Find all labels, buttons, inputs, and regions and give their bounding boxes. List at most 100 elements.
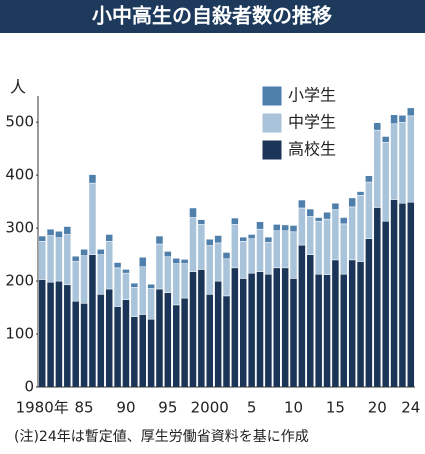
bar-segment — [80, 249, 88, 256]
bar-segment — [298, 199, 306, 209]
bar-segment — [298, 207, 306, 246]
bar-segment — [222, 258, 231, 297]
bar-segment — [138, 314, 147, 388]
y-tick-label: 300 — [5, 219, 34, 237]
bar-segment — [105, 241, 113, 290]
bar-segment — [407, 201, 415, 388]
bar-segment — [147, 288, 155, 320]
bar-segment — [197, 219, 206, 225]
bar-segment — [164, 292, 172, 388]
bar-segment — [46, 228, 55, 236]
bar-segment — [340, 217, 348, 225]
bar-segment — [97, 249, 105, 255]
bar-segment — [373, 129, 382, 208]
chart-title: 小中高生の自殺者数の推移 — [92, 4, 332, 28]
bar-segment — [205, 294, 214, 388]
bar-segment — [323, 218, 331, 275]
bar-segment — [365, 238, 373, 388]
bar-segment — [298, 244, 306, 388]
bar-segment — [272, 267, 281, 388]
bar-segment — [306, 216, 315, 255]
bar-segment — [264, 236, 273, 243]
bar-segment — [289, 231, 298, 279]
bar-segment — [314, 217, 323, 222]
bar-segment — [71, 300, 80, 388]
bar-segment — [356, 195, 365, 262]
bar-segment — [398, 115, 407, 123]
bar-segment — [390, 199, 398, 388]
bar-segment — [314, 220, 323, 275]
bar-segment — [272, 224, 281, 232]
bar-segment — [214, 235, 222, 244]
bar-segment — [247, 272, 256, 388]
bar-segment — [340, 273, 348, 388]
bar-segment — [197, 269, 206, 388]
bar-segment — [155, 235, 164, 245]
y-axis-label: 人 — [10, 78, 26, 97]
bar-segment — [222, 252, 231, 260]
bar-segment — [373, 122, 382, 131]
bar-segment — [356, 191, 365, 196]
bar-segment — [381, 136, 390, 143]
bar-segment — [373, 207, 382, 388]
bar-segment — [155, 288, 164, 388]
bar-segment — [314, 273, 323, 388]
bar-segment — [130, 282, 139, 288]
bar-segment — [256, 221, 264, 230]
bar-segment — [63, 226, 72, 235]
bar-segment — [46, 235, 55, 283]
bar-segment — [189, 207, 197, 218]
bar-segment — [180, 263, 189, 299]
x-tick-label: 90 — [116, 399, 135, 417]
bar-segment — [55, 231, 63, 238]
bar-segment — [247, 234, 256, 239]
title-banner — [0, 0, 425, 33]
bar-segment — [63, 234, 72, 286]
bar-segment — [348, 197, 356, 208]
bar-segment — [348, 259, 356, 388]
bar-segment — [231, 217, 239, 225]
y-tick-label: 200 — [5, 272, 34, 290]
bar-segment — [231, 224, 239, 269]
bar-segment — [306, 254, 315, 388]
bar-segment — [130, 316, 139, 388]
bar-segment — [381, 220, 390, 388]
bar-segment — [323, 274, 331, 388]
y-tick-label: 400 — [5, 166, 34, 184]
x-tick-label: 95 — [158, 399, 177, 417]
bar-segment — [88, 174, 97, 184]
legend-swatch — [261, 85, 283, 107]
bar-segment — [55, 237, 63, 282]
bar-segment — [264, 273, 273, 388]
bar-segment — [55, 280, 63, 388]
bar-segment — [38, 279, 46, 388]
x-tick-label: 24 — [401, 399, 420, 417]
bar-segment — [147, 284, 155, 289]
bar-segment — [407, 115, 415, 203]
bar-segment — [38, 241, 46, 280]
bar-segment — [46, 281, 55, 388]
bar-segment — [97, 254, 105, 295]
bar-segment — [38, 235, 46, 242]
bar-segment — [331, 259, 340, 388]
y-tick-label: 0 — [24, 378, 34, 396]
bar-segment — [155, 243, 164, 290]
bar-segment — [239, 278, 248, 388]
bar-segment — [172, 304, 181, 388]
bar-segment — [214, 242, 222, 282]
bar-segment — [122, 299, 130, 388]
bar-segment — [272, 230, 281, 269]
bar-segment — [281, 224, 289, 232]
bar-segment — [105, 288, 113, 388]
y-tick-label: 500 — [5, 113, 34, 131]
bar-segment — [172, 258, 181, 264]
bar-segment — [281, 230, 289, 269]
x-tick-label: 85 — [75, 399, 94, 417]
legend-label: 中学生 — [288, 113, 336, 132]
bar-segment — [365, 181, 373, 239]
bar-segment — [247, 238, 256, 274]
bar-segment — [180, 259, 189, 264]
bar-segment — [289, 225, 298, 233]
bar-segment — [122, 269, 130, 274]
